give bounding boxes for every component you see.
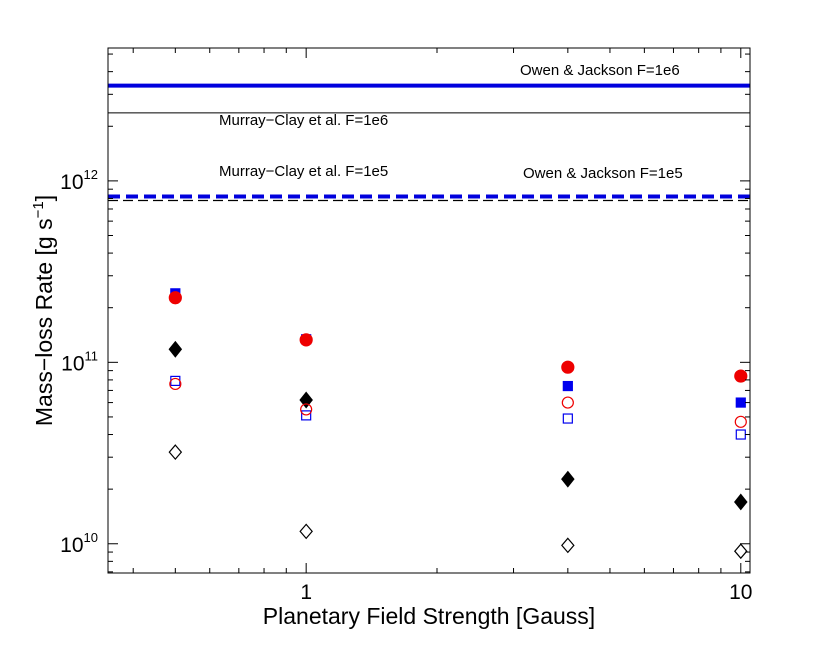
filled-diamond-point xyxy=(299,391,313,409)
open-diamond-point xyxy=(734,543,748,560)
open-diamond-point xyxy=(168,444,183,461)
open-square-point xyxy=(170,375,181,386)
y-tick-label: 1012 xyxy=(60,167,98,194)
filled-diamond-point xyxy=(561,470,575,488)
x-tick-label: 1 xyxy=(300,581,312,604)
line-annotation-2: Murray−Clay et al. F=1e6 xyxy=(219,112,388,129)
filled-diamond-point xyxy=(168,340,183,358)
data-points xyxy=(168,288,748,560)
open-circle-point xyxy=(300,403,313,416)
y-tick-label: 1010 xyxy=(60,530,98,557)
x-axis-label: Planetary Field Strength [Gauss] xyxy=(263,603,595,629)
filled-circle-point xyxy=(299,333,313,347)
line-annotations: Owen & Jackson F=1e6 Murray−Clay et al. F… xyxy=(219,62,683,182)
y-axis-label-end: ] xyxy=(31,195,57,201)
line-annotation-3: Owen & Jackson F=1e5 xyxy=(523,165,683,182)
open-square-point xyxy=(562,413,573,424)
open-diamond-point xyxy=(561,537,575,554)
line-annotation-1: Owen & Jackson F=1e6 xyxy=(520,62,680,79)
reference-lines xyxy=(108,83,750,202)
filled-circle-point xyxy=(168,291,182,305)
line-annotation-4: Murray−Clay et al. F=1e5 xyxy=(219,163,388,180)
filled-circle-point xyxy=(734,369,748,383)
y-axis-label-main: Mass−loss Rate [g s xyxy=(31,218,57,426)
plot-frame xyxy=(107,47,751,574)
y-axis-label-sup: −1 xyxy=(30,201,47,218)
filled-diamond-point xyxy=(734,493,748,511)
open-square-point xyxy=(735,429,746,440)
filled-square-point xyxy=(562,380,573,392)
y-tick-label: 1011 xyxy=(61,348,98,375)
filled-circle-point xyxy=(561,360,575,374)
open-square-point xyxy=(301,410,312,421)
x-tick-label: 10 xyxy=(729,581,752,604)
open-circle-point xyxy=(169,377,182,391)
y-axis-label: Mass−loss Rate [g s−1] xyxy=(30,195,57,426)
open-circle-point xyxy=(734,415,747,428)
filled-square-point xyxy=(735,397,746,408)
open-diamond-point xyxy=(299,523,313,540)
open-circle-point xyxy=(561,396,574,409)
